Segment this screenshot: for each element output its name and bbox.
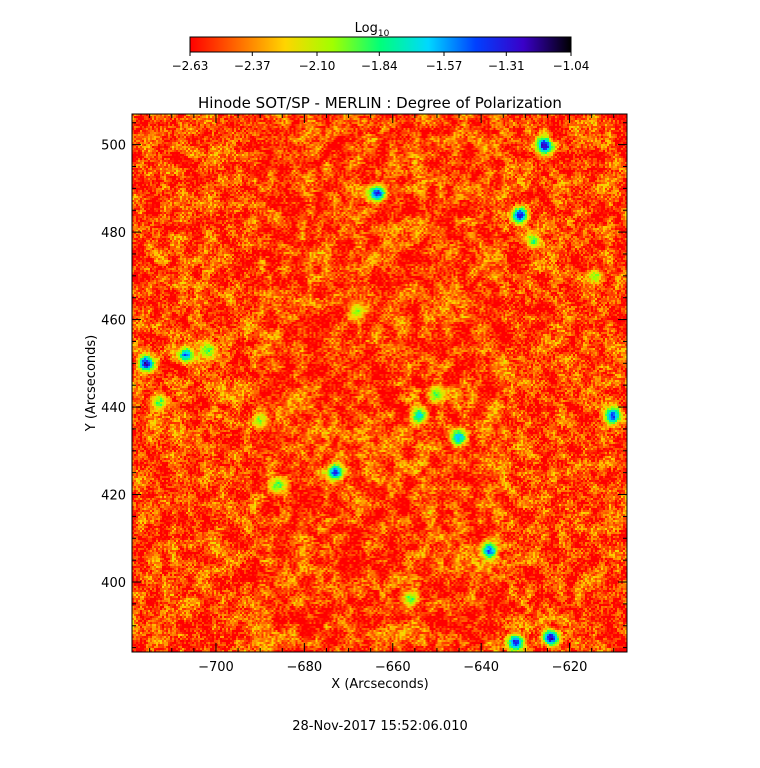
timestamp: 28-Nov-2017 15:52:06.010	[292, 719, 468, 734]
y-tick-label: 460	[101, 314, 126, 329]
x-tick-label: −640	[463, 660, 499, 675]
colorbar-tick-label: −1.31	[488, 59, 525, 73]
x-axis-ticks: −700 −680 −660 −640 −620	[149, 114, 615, 675]
colorbar-label: Log10	[355, 21, 390, 39]
colorbar-tick-label: −2.63	[172, 59, 209, 73]
colorbar: Log10 −2.63 −2.37 −2.10 −1.84 −1.57 −1.31 −1.0…	[172, 21, 590, 73]
y-axis-ticks: 400 420 440 460 480 500	[101, 122, 627, 649]
x-tick-label: −680	[287, 660, 323, 675]
x-tick-label: −620	[552, 660, 588, 675]
y-tick-label: 400	[101, 576, 126, 591]
colorbar-ticks: −2.63 −2.37 −2.10 −1.84 −1.57 −1.31 −1.04	[172, 52, 590, 73]
y-tick-label: 480	[101, 226, 126, 241]
heatmap-image	[132, 114, 627, 652]
colorbar-tick-label: −2.37	[234, 59, 271, 73]
plot-frame	[131, 113, 628, 653]
y-tick-label: 440	[101, 401, 126, 416]
plot-area: −700 −680 −660 −640 −620 400 420 440 460 480 500	[101, 113, 628, 675]
colorbar-tick-label: −1.84	[361, 59, 398, 73]
y-tick-label: 500	[101, 139, 126, 154]
colorbar-tick-label: −2.10	[299, 59, 336, 73]
colorbar-gradient	[189, 36, 572, 53]
x-axis-label: X (Arcseconds)	[331, 677, 428, 692]
chart-title: Hinode SOT/SP - MERLIN : Degree of Polar…	[198, 94, 562, 112]
y-tick-label: 420	[101, 489, 126, 504]
x-tick-label: −660	[375, 660, 411, 675]
y-axis-label: Y (Arcseconds)	[84, 335, 99, 432]
colorbar-tick-label: −1.04	[553, 59, 590, 73]
x-tick-label: −700	[198, 660, 234, 675]
colorbar-tick-label: −1.57	[426, 59, 463, 73]
